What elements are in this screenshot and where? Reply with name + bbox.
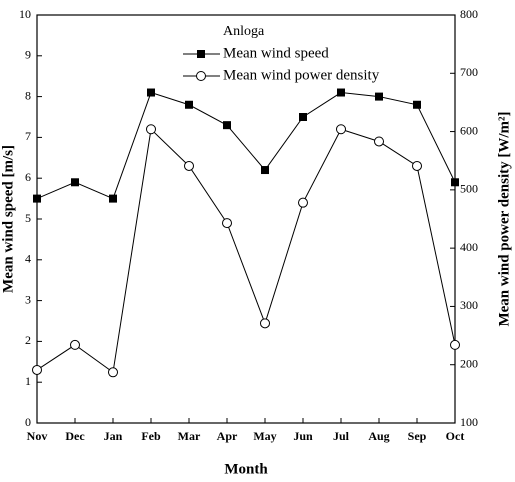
data-point (451, 178, 459, 187)
y2-tick-label: 500 (460, 182, 478, 196)
data-point (197, 50, 205, 58)
data-point (185, 100, 193, 109)
y2-tick-label: 300 (460, 298, 478, 312)
data-point (298, 197, 308, 208)
x-axis-label: Month (224, 461, 268, 477)
y-tick-label: 5 (25, 211, 31, 225)
data-point (261, 166, 269, 175)
x-tick-label: Jun (293, 429, 313, 443)
data-point (70, 339, 80, 350)
data-point (375, 92, 383, 101)
data-point (412, 160, 422, 171)
chart-title: Anloga (223, 24, 265, 39)
data-point (374, 136, 384, 147)
y-tick-label: 3 (25, 292, 31, 306)
data-point (109, 194, 117, 203)
y-tick-label: 0 (25, 415, 31, 429)
y2-tick-label: 600 (460, 123, 478, 137)
y2-tick-label: 700 (460, 65, 478, 79)
y2-tick-label: 400 (460, 240, 478, 254)
series-line (36, 128, 456, 374)
x-tick-label: Jul (333, 429, 350, 443)
x-tick-label: Nov (27, 429, 48, 443)
data-point (108, 367, 118, 378)
data-point (71, 178, 79, 187)
data-point (260, 318, 270, 329)
y-tick-label: 1 (25, 374, 31, 388)
data-point (222, 218, 232, 229)
y-tick-label: 6 (25, 170, 31, 184)
data-point (413, 100, 421, 109)
y-tick-label: 10 (19, 7, 31, 21)
y2-tick-label: 800 (460, 7, 478, 21)
legend-label: Mean wind power density (223, 67, 380, 83)
x-tick-label: Dec (65, 429, 85, 443)
y-tick-label: 2 (25, 333, 31, 347)
y-tick-label: 7 (25, 129, 31, 143)
data-point (146, 124, 156, 135)
x-tick-label: May (253, 429, 276, 443)
x-tick-label: Jan (104, 429, 123, 443)
data-point (147, 88, 155, 97)
x-tick-label: Aug (368, 429, 389, 443)
data-point (337, 88, 345, 97)
y2-tick-label: 100 (460, 415, 478, 429)
series-line (36, 91, 456, 200)
x-tick-label: Mar (178, 429, 201, 443)
y-axis-label: Mean wind speed [m/s] (0, 145, 16, 293)
x-tick-label: Apr (217, 429, 238, 443)
y2-tick-label: 200 (460, 356, 478, 370)
y2-axis-label: Mean wind power density [W/m²] (496, 111, 512, 326)
y-tick-label: 9 (25, 48, 31, 62)
y-tick-label: 4 (25, 252, 31, 266)
x-tick-label: Feb (141, 429, 161, 443)
data-point (32, 364, 42, 375)
data-point (299, 113, 307, 121)
data-point (33, 194, 41, 203)
data-point (196, 71, 206, 81)
legend-label: Mean wind speed (223, 45, 329, 61)
x-tick-label: Sep (408, 429, 427, 443)
data-point (336, 124, 346, 135)
data-point (450, 339, 460, 350)
y-tick-label: 8 (25, 88, 31, 102)
data-point (184, 160, 194, 171)
x-tick-label: Oct (446, 429, 465, 443)
data-point (223, 121, 231, 130)
